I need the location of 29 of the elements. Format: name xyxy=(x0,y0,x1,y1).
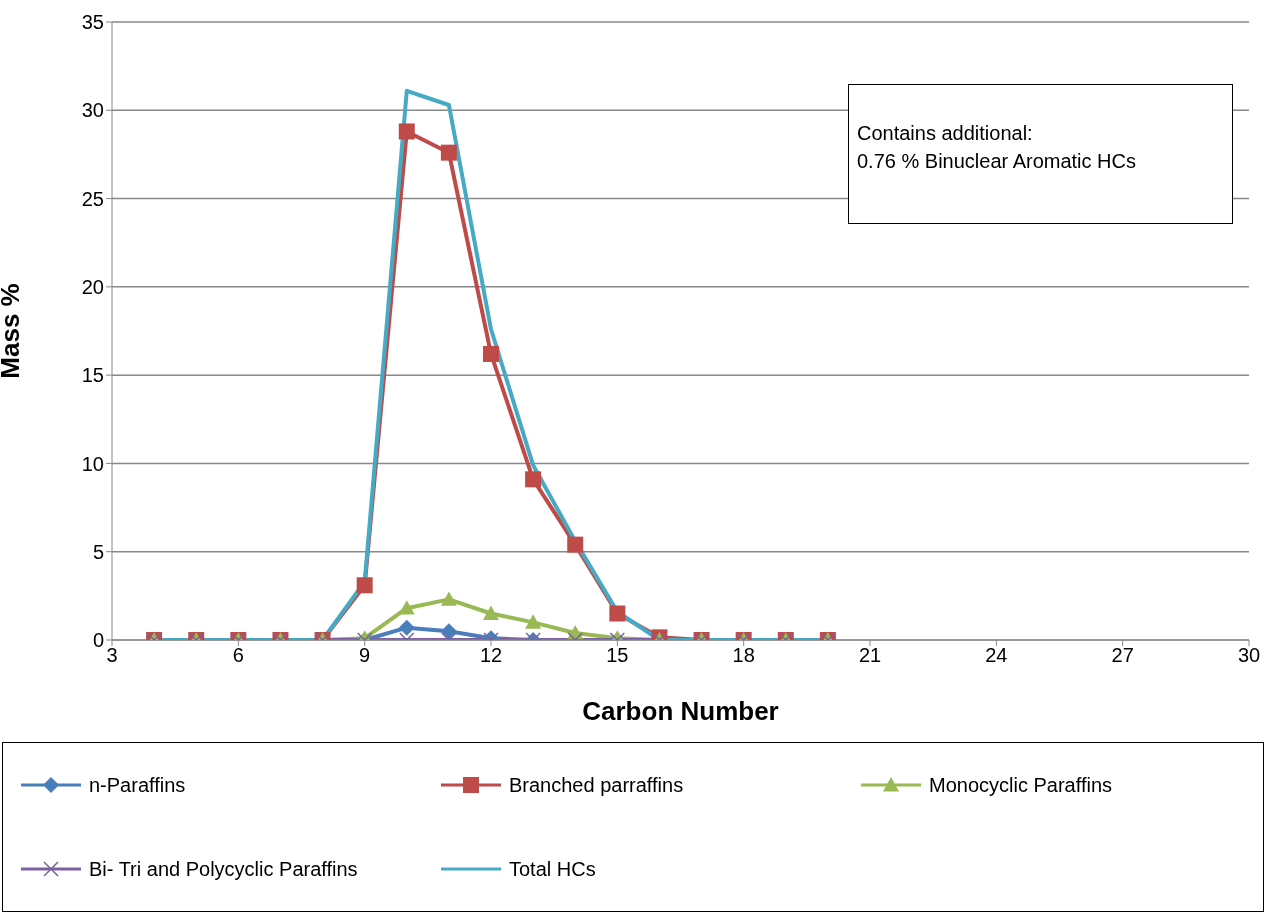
text-box: Contains additional: 0.76 % Binuclear Aromatic HCs xyxy=(848,84,1233,224)
x-tick-label: 12 xyxy=(479,644,503,667)
point xyxy=(440,144,457,161)
y-axis-title: Mass % xyxy=(0,283,26,379)
x-tick-label: 6 xyxy=(232,644,244,667)
y-tick-label: 20 xyxy=(81,275,104,298)
x-tick-label: 9 xyxy=(359,644,371,667)
x-tick-label: 30 xyxy=(1237,644,1261,667)
legend-label: Bi- Tri and Polycyclic Paraffins xyxy=(89,857,358,881)
x-tick-label: 18 xyxy=(732,644,755,667)
y-tick-label: 10 xyxy=(81,452,104,475)
x-axis-title: Carbon Number xyxy=(582,696,779,726)
x-tick-label: 21 xyxy=(858,644,882,667)
y-tick-label: 5 xyxy=(92,540,104,563)
point xyxy=(483,345,499,362)
y-tick-label: 30 xyxy=(81,99,104,122)
legend-label: n-Paraffins xyxy=(89,773,186,797)
x-tick-label: 27 xyxy=(1111,644,1134,667)
y-tick-label: 0 xyxy=(92,629,104,652)
x-tick-label: 24 xyxy=(985,644,1008,667)
point xyxy=(398,123,415,140)
legend-label: Monocyclic Paraffins xyxy=(929,773,1113,797)
x-tick-label: 15 xyxy=(606,644,629,667)
legend-label: Total HCs xyxy=(509,857,596,881)
y-tick-label: 15 xyxy=(81,364,104,387)
y-tick-label: 25 xyxy=(81,187,104,210)
y-tick-label: 35 xyxy=(81,11,104,34)
x-tick-label: 3 xyxy=(106,644,118,667)
legend-label: Branched parraffins xyxy=(509,773,684,797)
